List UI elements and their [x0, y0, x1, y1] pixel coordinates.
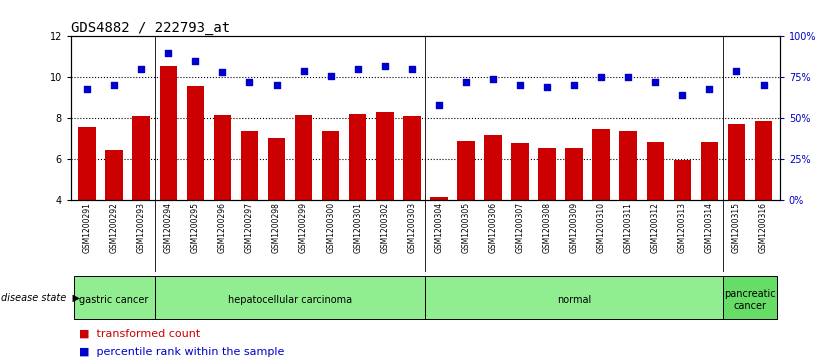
Bar [187, 86, 204, 200]
Text: GSM1200295: GSM1200295 [191, 202, 200, 253]
Text: GSM1200292: GSM1200292 [110, 202, 118, 253]
Point [567, 82, 580, 88]
Text: GSM1200297: GSM1200297 [245, 202, 254, 253]
Point [405, 66, 419, 72]
Bar [755, 121, 772, 200]
Text: GSM1200314: GSM1200314 [705, 202, 714, 253]
Bar [159, 66, 177, 200]
Text: GSM1200313: GSM1200313 [678, 202, 687, 253]
Point [432, 102, 445, 108]
Bar [155, 276, 425, 319]
Bar [592, 129, 610, 200]
Text: GSM1200299: GSM1200299 [299, 202, 308, 253]
Point [378, 63, 391, 69]
Text: disease state  ▶: disease state ▶ [1, 293, 80, 303]
Text: GSM1200303: GSM1200303 [407, 202, 416, 253]
Bar [565, 148, 583, 200]
Point [270, 82, 284, 88]
Text: GDS4882 / 222793_at: GDS4882 / 222793_at [71, 21, 230, 35]
Point [324, 73, 337, 78]
Text: GSM1200298: GSM1200298 [272, 202, 281, 253]
Bar [268, 138, 285, 200]
Text: GSM1200302: GSM1200302 [380, 202, 389, 253]
Bar [425, 276, 723, 319]
Point [188, 58, 202, 64]
Text: ■  percentile rank within the sample: ■ percentile rank within the sample [79, 347, 284, 357]
Point [216, 69, 229, 75]
Point [351, 66, 364, 72]
Text: GSM1200308: GSM1200308 [543, 202, 551, 253]
Bar [294, 115, 313, 200]
Bar [376, 112, 394, 200]
Bar [73, 276, 155, 319]
Bar [105, 150, 123, 200]
Point [730, 68, 743, 73]
Point [134, 66, 148, 72]
Point [649, 79, 662, 85]
Bar [457, 142, 475, 200]
Bar [646, 143, 664, 200]
Text: GSM1200306: GSM1200306 [489, 202, 498, 253]
Point [486, 76, 500, 82]
Point [703, 86, 716, 91]
Bar [728, 124, 746, 200]
Text: GSM1200300: GSM1200300 [326, 202, 335, 253]
Bar [322, 131, 339, 200]
Text: GSM1200293: GSM1200293 [137, 202, 146, 253]
Point [80, 86, 93, 91]
Bar [723, 276, 777, 319]
Point [297, 68, 310, 73]
Point [540, 84, 554, 90]
Text: GSM1200316: GSM1200316 [759, 202, 768, 253]
Bar [214, 115, 231, 200]
Bar [241, 131, 259, 200]
Text: normal: normal [557, 295, 591, 305]
Text: GSM1200307: GSM1200307 [515, 202, 525, 253]
Text: gastric cancer: gastric cancer [79, 295, 149, 305]
Bar [674, 160, 691, 200]
Point [460, 79, 473, 85]
Point [162, 50, 175, 56]
Bar [430, 197, 448, 200]
Bar [511, 143, 529, 200]
Text: hepatocellular carcinoma: hepatocellular carcinoma [228, 295, 352, 305]
Point [514, 82, 527, 88]
Text: GSM1200291: GSM1200291 [83, 202, 92, 253]
Text: GSM1200310: GSM1200310 [596, 202, 605, 253]
Text: GSM1200304: GSM1200304 [435, 202, 444, 253]
Bar [78, 127, 96, 200]
Bar [620, 131, 637, 200]
Bar [538, 148, 556, 200]
Text: GSM1200305: GSM1200305 [461, 202, 470, 253]
Point [595, 74, 608, 80]
Bar [133, 116, 150, 200]
Text: GSM1200296: GSM1200296 [218, 202, 227, 253]
Point [676, 92, 689, 98]
Point [621, 74, 635, 80]
Point [108, 82, 121, 88]
Point [243, 79, 256, 85]
Bar [349, 114, 366, 200]
Text: GSM1200309: GSM1200309 [570, 202, 579, 253]
Text: pancreatic
cancer: pancreatic cancer [724, 289, 776, 311]
Text: GSM1200311: GSM1200311 [624, 202, 633, 253]
Text: GSM1200315: GSM1200315 [732, 202, 741, 253]
Text: GSM1200301: GSM1200301 [353, 202, 362, 253]
Bar [485, 135, 502, 200]
Text: ■  transformed count: ■ transformed count [79, 329, 200, 339]
Bar [701, 143, 718, 200]
Text: GSM1200294: GSM1200294 [163, 202, 173, 253]
Point [757, 82, 771, 88]
Text: GSM1200312: GSM1200312 [651, 202, 660, 253]
Bar [403, 116, 420, 200]
